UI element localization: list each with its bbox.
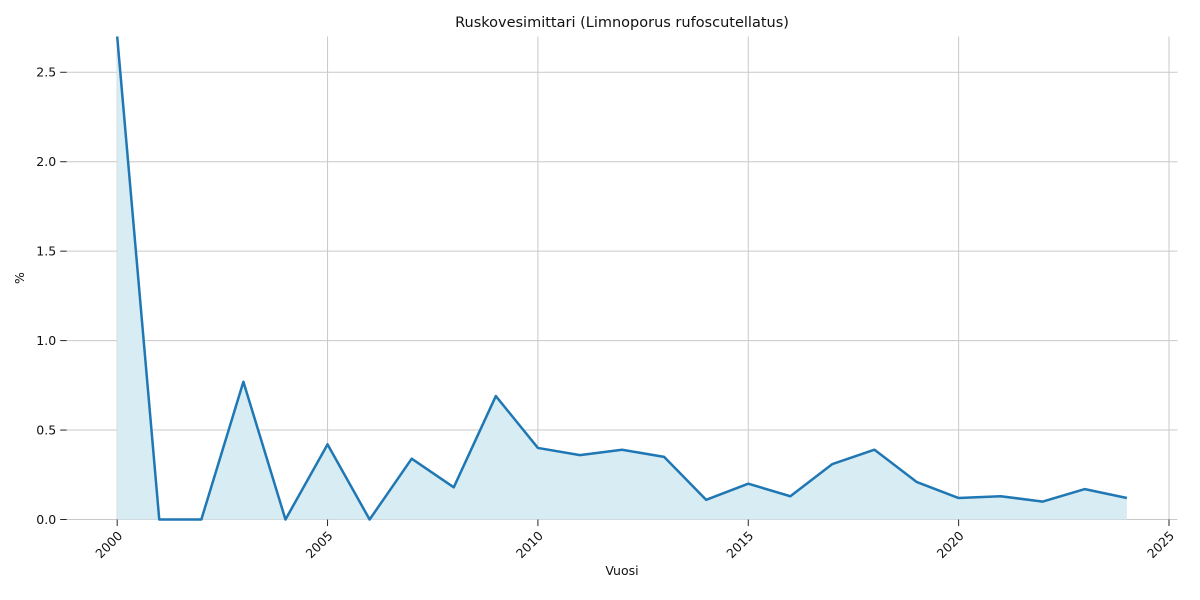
svg-text:1.0: 1.0 [36, 333, 56, 348]
y-tick-labels: 0.0 0.5 1.0 1.5 2.0 2.5 [36, 65, 56, 527]
svg-text:2025: 2025 [1144, 528, 1177, 561]
svg-text:1.5: 1.5 [36, 244, 56, 259]
line-series [115, 36, 1128, 521]
svg-text:2.5: 2.5 [36, 65, 56, 80]
x-tick-labels: 2000 2005 2010 2015 2020 2025 [92, 528, 1177, 561]
svg-text:2000: 2000 [92, 528, 125, 561]
svg-text:2010: 2010 [513, 528, 546, 561]
svg-text:0.5: 0.5 [36, 422, 56, 437]
axis-ticks [60, 71, 1170, 526]
svg-text:2005: 2005 [303, 528, 336, 561]
svg-text:2020: 2020 [934, 528, 967, 561]
svg-text:2015: 2015 [723, 528, 756, 561]
chart-title: Ruskovesimittari (Limnoporus rufoscutell… [455, 15, 789, 31]
x-axis-label: Vuosi [605, 563, 638, 578]
svg-text:0.0: 0.0 [36, 512, 56, 527]
svg-text:2.0: 2.0 [36, 154, 56, 169]
area-series [117, 36, 1127, 520]
y-axis-label: % [12, 272, 27, 284]
